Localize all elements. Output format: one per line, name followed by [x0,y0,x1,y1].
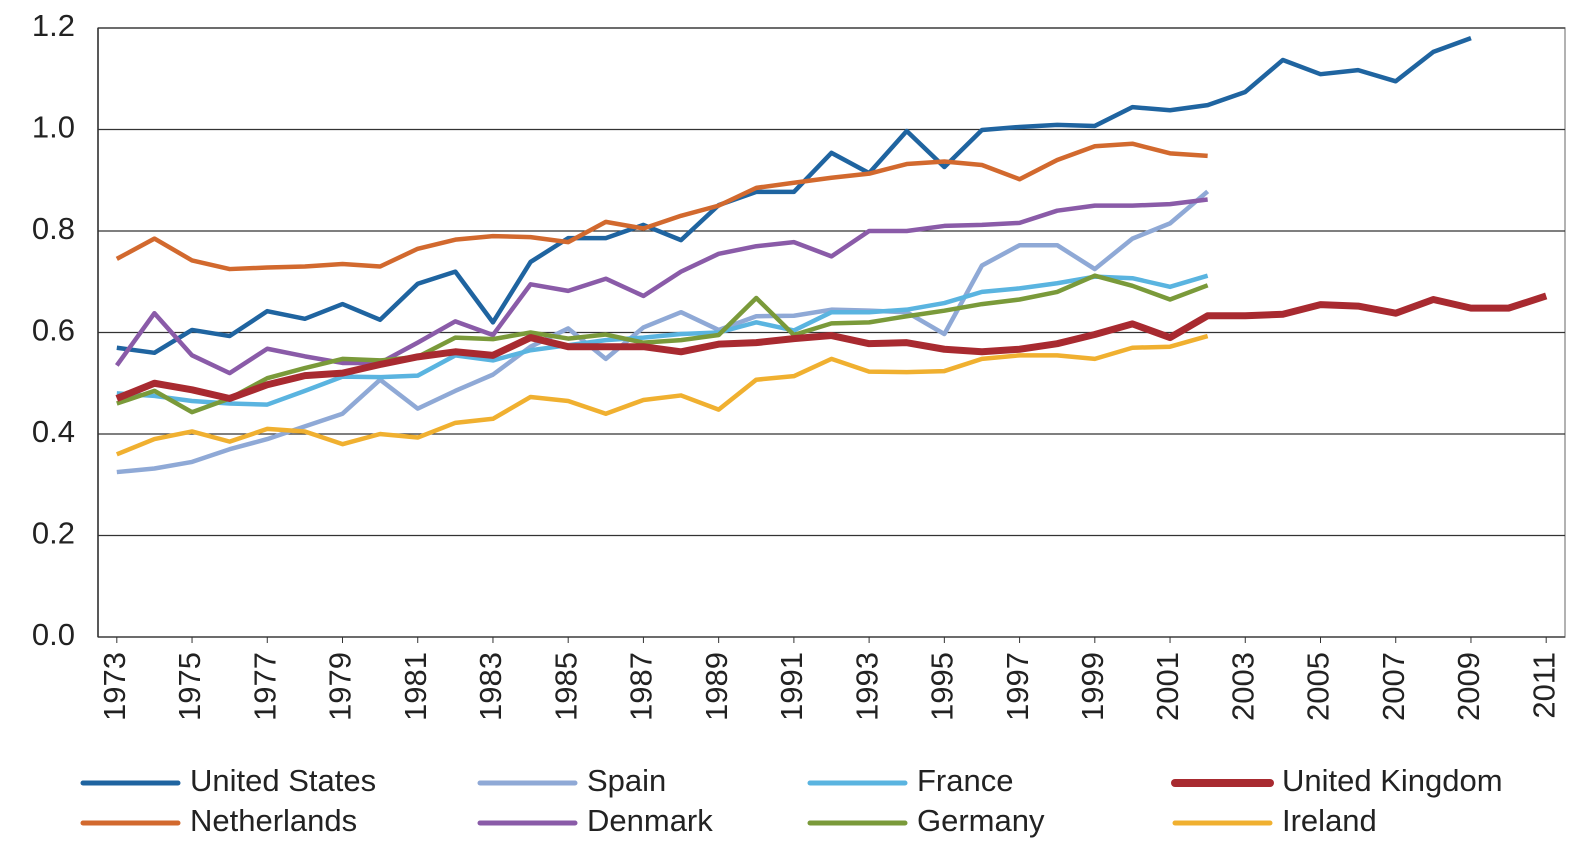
x-tick-label: 2009 [1451,652,1486,721]
x-tick-label: 1981 [398,652,433,721]
series-line [116,36,1472,356]
x-tick-label: 2005 [1301,652,1336,721]
legend-label: France [917,763,1013,798]
legend-label: Denmark [587,803,713,838]
legend-label: Spain [587,763,666,798]
x-tick-label: 1989 [699,652,734,721]
series-line [116,273,1209,415]
y-tick-label: 0.0 [32,617,75,652]
y-tick-label: 0.4 [32,414,75,449]
x-tick-label: 1987 [624,652,659,721]
y-tick-label: 0.8 [32,211,75,246]
series-line [115,141,1208,272]
x-tick-label: 1985 [548,652,583,721]
series-line [114,197,1208,376]
y-tick-label: 1.2 [32,8,75,43]
series-line [115,333,1209,457]
x-tick-label: 2007 [1376,652,1411,721]
y-tick-label: 0.2 [32,516,75,551]
x-tick-label: 1999 [1075,652,1110,721]
x-tick-label: 1977 [247,652,282,721]
x-tick-label: 1995 [925,652,960,721]
y-tick-label: 0.6 [32,313,75,348]
x-tick-label: 1979 [323,652,358,721]
x-tick-label: 2003 [1225,652,1260,721]
x-tick-label: 1993 [849,652,884,721]
x-tick-label: 2011 [1526,652,1561,719]
x-tick-label: 1997 [1000,652,1035,721]
series-line [115,292,1548,402]
x-tick-label: 1983 [473,652,508,721]
legend-label: United States [190,763,376,798]
legend-label: United Kingdom [1282,763,1503,798]
legend-label: Netherlands [190,803,357,838]
legend-label: Ireland [1282,803,1377,838]
legend-label: Germany [917,803,1045,838]
series-line [116,189,1210,475]
x-tick-label: 1973 [97,652,132,721]
x-tick-label: 1975 [172,652,207,721]
y-tick-label: 1.0 [32,110,75,145]
series-line [116,273,1209,407]
x-tick-label: 1991 [774,652,809,721]
x-tick-label: 2001 [1150,652,1185,721]
